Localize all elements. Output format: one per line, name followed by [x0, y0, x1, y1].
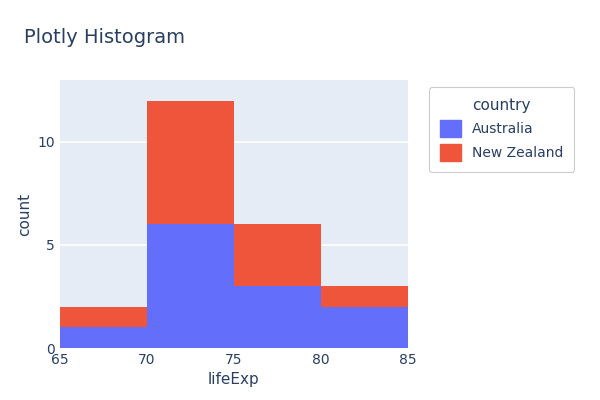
Bar [321, 286, 408, 307]
Y-axis label: count: count [17, 192, 32, 236]
Bar [147, 224, 234, 348]
Bar [408, 286, 495, 307]
Bar [321, 307, 408, 348]
X-axis label: lifeExp: lifeExp [208, 372, 260, 388]
Bar [147, 101, 234, 224]
Legend: Australia, New Zealand: Australia, New Zealand [429, 87, 574, 172]
Bar [234, 286, 321, 348]
Bar [408, 307, 495, 348]
Bar [234, 224, 321, 286]
Bar [60, 327, 147, 348]
Text: Plotly Histogram: Plotly Histogram [24, 28, 185, 47]
Bar [60, 307, 147, 327]
